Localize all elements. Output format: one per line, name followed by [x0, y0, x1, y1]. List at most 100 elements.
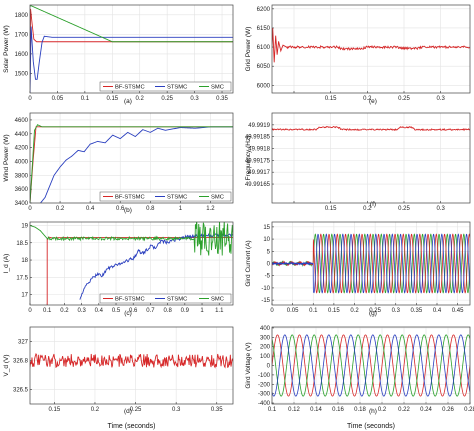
- series-line: [30, 352, 233, 369]
- legend-box: [99, 293, 232, 304]
- y-tick-label: -5: [265, 274, 271, 280]
- series-group: [30, 352, 233, 369]
- panel-caption: (e): [369, 98, 377, 105]
- panel-c: 0 0.1 0.2 0.3 0.4 0.5 0.6 0.7 0.8 0.9 1 1.1 17 17.5 18…: [3, 221, 234, 317]
- legend-label: SMC: [211, 297, 224, 303]
- series-line: [40, 126, 233, 203]
- y-tick-label: 326.5: [13, 388, 29, 394]
- y-tick-label: 5: [267, 249, 271, 255]
- series-line: [79, 232, 233, 300]
- series-line: [272, 334, 470, 397]
- axes-frame: [271, 112, 471, 204]
- x-tick-label: 0.14: [310, 407, 322, 413]
- series-line: [30, 124, 233, 203]
- axes-frame: [29, 326, 234, 405]
- series-group: [272, 27, 470, 63]
- axes-frame: [29, 112, 234, 204]
- y-tick-label: 49.99165: [245, 182, 271, 188]
- y-tick-label: 3600: [15, 187, 29, 193]
- series-line: [272, 334, 470, 397]
- x-tick-label: 0.2: [56, 206, 65, 212]
- x-tick-label: 0.35: [216, 96, 228, 102]
- series-group: [272, 233, 470, 294]
- y-tick-label: 6050: [257, 64, 271, 70]
- y-tick-label: 327: [18, 339, 29, 345]
- legend-label: SMC: [211, 195, 224, 201]
- x-tick-label: 0: [28, 96, 32, 102]
- x-tick-label: 0.15: [325, 206, 337, 212]
- x-tick-label: 0.3: [436, 96, 445, 102]
- x-tick-label: 0.2: [60, 308, 69, 314]
- legend-label: BF-STSMC: [115, 195, 145, 201]
- legend-label: BF-STSMC: [115, 297, 145, 303]
- legend-box: [99, 191, 232, 202]
- legend-label: BF-STSMC: [115, 85, 145, 91]
- x-tick-label: 0.25: [369, 308, 381, 314]
- series-group: [30, 5, 233, 93]
- y-tick-label: 6150: [257, 26, 271, 32]
- y-tick-label: -10: [261, 286, 270, 292]
- y-tick-label: 49.99185: [245, 135, 271, 141]
- x-tick-label: 0.2: [378, 407, 387, 413]
- y-axis-label: Gird Current (A): [245, 240, 252, 286]
- axes-frame: [29, 4, 234, 94]
- x-tick-label: 0.6: [116, 206, 125, 212]
- y-tick-label: 3400: [15, 201, 29, 207]
- y-tick-label: 200: [260, 345, 271, 351]
- y-tick-label: 100: [260, 354, 271, 360]
- y-tick-label: 49.99175: [245, 158, 271, 164]
- y-tick-label: 18.5: [16, 241, 28, 247]
- y-tick-label: 17: [21, 293, 28, 299]
- x-tick-label: 0.35: [411, 308, 423, 314]
- y-tick-label: 15: [263, 225, 270, 231]
- x-tick-label: 0.18: [354, 407, 366, 413]
- axes-frame: [29, 221, 234, 306]
- x-tick-label: 0.1: [309, 308, 318, 314]
- x-tick-label: 0.25: [398, 96, 410, 102]
- y-axis-label: V_d (V): [3, 354, 10, 376]
- x-tick-label: 0.15: [49, 407, 61, 413]
- y-tick-label: 326.8: [13, 359, 29, 365]
- x-tick-label: 1.2: [206, 206, 215, 212]
- x-tick-label: 0.3: [436, 206, 445, 212]
- x-tick-label: 0.35: [211, 407, 223, 413]
- x-tick-label: 0.3: [190, 96, 199, 102]
- x-tick-label: 0.2: [363, 96, 372, 102]
- y-tick-label: 1500: [15, 71, 29, 77]
- series-line: [30, 5, 233, 43]
- x-tick-label: 0.6: [129, 308, 138, 314]
- x-tick-label: 0.25: [130, 407, 142, 413]
- x-tick-label: 0.15: [325, 96, 337, 102]
- panel-caption: (f): [370, 201, 376, 208]
- panel-caption: (g): [369, 310, 377, 317]
- x-tick-label: 0.4: [95, 308, 104, 314]
- x-axis-label: Time (seconds): [347, 423, 395, 430]
- x-tick-label: 0.3: [77, 308, 86, 314]
- x-tick-label: 0.12: [288, 407, 300, 413]
- y-tick-label: -400: [258, 401, 271, 407]
- legend: BF-STSMC STSMC SMC: [99, 81, 232, 92]
- y-tick-label: 18: [21, 258, 28, 264]
- y-tick-label: -15: [261, 298, 270, 304]
- y-tick-label: 4400: [15, 132, 29, 138]
- legend-label: SMC: [211, 85, 224, 91]
- series-line: [272, 233, 470, 294]
- y-tick-label: 3800: [15, 173, 29, 179]
- y-tick-label: 0: [267, 364, 271, 370]
- legend-box: [99, 81, 232, 92]
- axes-frame: [271, 326, 471, 405]
- panel-e: 0.15 0.2 0.25 0.3 6000 6050 6100 6150 6200 Grid P…: [245, 4, 471, 105]
- series-line: [30, 26, 233, 93]
- y-tick-label: 4200: [15, 146, 29, 152]
- y-tick-label: 17.5: [16, 275, 28, 281]
- plot-area: [30, 327, 233, 404]
- legend: BF-STSMC STSMC SMC: [99, 293, 232, 304]
- legend-label: STSMC: [167, 85, 187, 91]
- x-tick-label: 0.2: [91, 407, 100, 413]
- x-tick-label: 0.22: [398, 407, 410, 413]
- axes-frame: [271, 221, 471, 306]
- series-group: [272, 126, 470, 132]
- legend-label: STSMC: [167, 297, 187, 303]
- x-tick-label: 1.1: [215, 308, 224, 314]
- y-tick-label: 6100: [257, 45, 271, 51]
